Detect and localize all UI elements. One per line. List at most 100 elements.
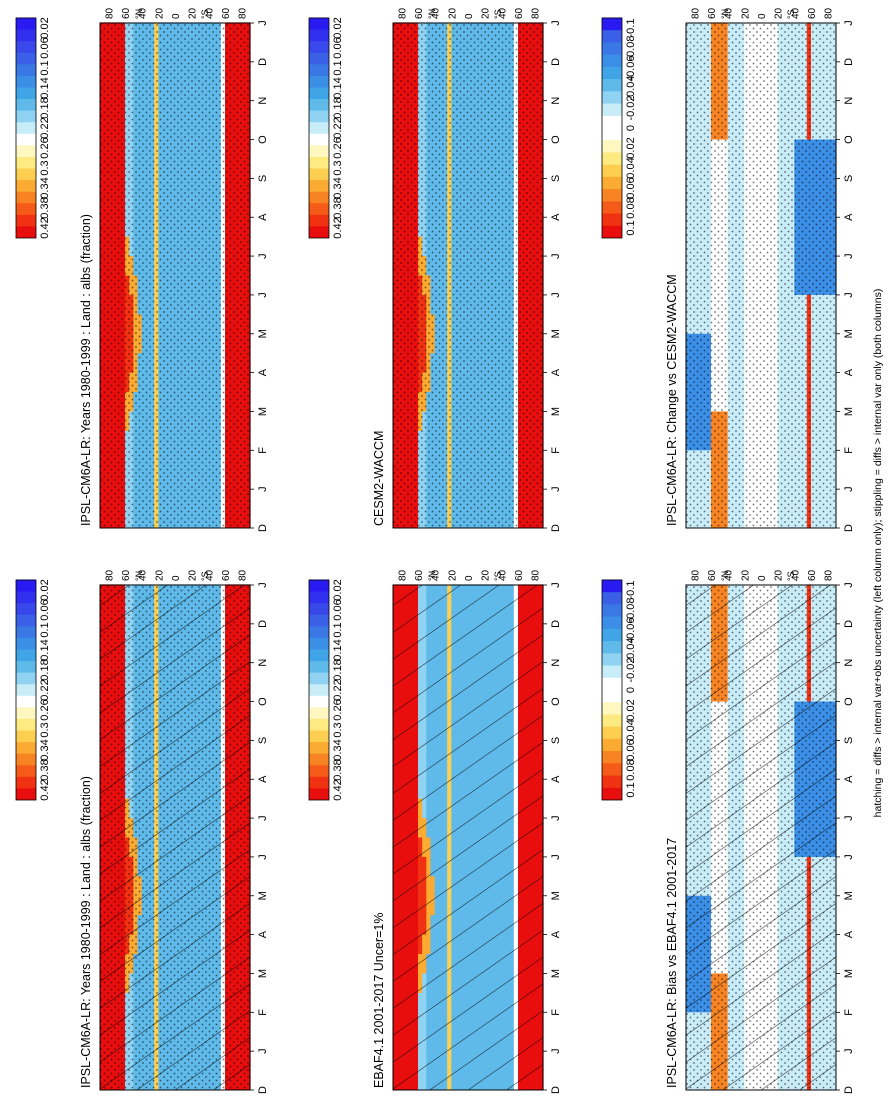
- colorbar-label: 0: [625, 687, 637, 693]
- y-tick-label: 60: [221, 569, 232, 581]
- colorbar-swatch: [602, 628, 622, 642]
- colorbar-swatch: [16, 706, 36, 719]
- colorbar-label: 0.38: [39, 759, 51, 780]
- y-tick-label: 0: [464, 13, 475, 19]
- panel-title: CESM2-WACCM: [372, 431, 386, 526]
- x-tick-label: A: [257, 930, 269, 938]
- colorbar-swatch: [309, 179, 329, 192]
- colorbar-swatch: [602, 787, 622, 800]
- colorbar-label: 0.3: [332, 160, 344, 175]
- panel-title: IPSL-CM6A-LR: Years 1980-1999 : Land : a…: [79, 776, 93, 1088]
- colorbar-label: 0.22: [332, 679, 344, 700]
- colorbar-label: 0.22: [39, 679, 51, 700]
- colorbar-swatch: [309, 660, 329, 673]
- colorbar-label: 0.18: [39, 97, 51, 118]
- y-unit-south: °S: [493, 571, 503, 581]
- x-tick-label: J: [550, 815, 562, 821]
- colorbar-swatch: [602, 579, 622, 593]
- y-tick-label: 40: [138, 7, 149, 19]
- colorbar-label: 0.34: [332, 739, 344, 760]
- x-tick-label: A: [843, 775, 855, 783]
- x-tick-label: A: [843, 930, 855, 938]
- colorbar-label: 0.38: [332, 197, 344, 218]
- x-tick-label: M: [257, 329, 269, 338]
- colorbar-label: 0.1: [39, 622, 51, 637]
- colorbar-label: 0.14: [39, 77, 51, 98]
- colorbar-swatch: [16, 695, 36, 708]
- x-tick-label: J: [550, 854, 562, 860]
- x-tick-label: O: [550, 135, 562, 144]
- y-unit-north: °N: [134, 9, 144, 19]
- x-tick-label: D: [257, 58, 269, 66]
- colorbar-label: 0.18: [332, 97, 344, 118]
- y-tick-label: 40: [431, 7, 442, 19]
- hatching-overlay: [686, 585, 836, 1090]
- x-tick-label: D: [550, 524, 562, 532]
- x-tick-label: A: [257, 368, 269, 376]
- colorbar-swatch: [309, 75, 329, 88]
- y-tick-label: 40: [138, 569, 149, 581]
- y-tick-label: 80: [824, 569, 835, 581]
- colorbar-swatch: [309, 787, 329, 800]
- colorbar-swatch: [16, 591, 36, 604]
- x-tick-label: A: [257, 775, 269, 783]
- y-unit-north: °N: [427, 571, 437, 581]
- colorbar-label: 0.02: [332, 579, 344, 600]
- x-tick-label: F: [843, 1009, 855, 1016]
- x-tick-label: J: [257, 486, 269, 492]
- x-tick-label: M: [843, 969, 855, 978]
- x-tick-label: F: [257, 447, 269, 454]
- panels: 0.420.380.340.30.260.220.180.140.10.060.…: [15, 7, 855, 1094]
- colorbar-swatch: [309, 625, 329, 638]
- x-tick-label: A: [550, 213, 562, 221]
- colorbar-swatch: [602, 677, 622, 690]
- colorbar-label: 0.14: [39, 639, 51, 660]
- colorbar-label: 0.1: [39, 60, 51, 75]
- x-tick-label: F: [257, 1009, 269, 1016]
- x-tick-label: D: [550, 58, 562, 66]
- colorbar-swatch: [16, 52, 36, 65]
- colorbar: 0.10.080.060.040.020-0.02-0.04-0.06-0.08…: [601, 579, 637, 801]
- colorbar-label: 0.02: [39, 17, 51, 38]
- x-tick-label: A: [550, 930, 562, 938]
- panel-title: EBAF4.1 2001-2017 Uncer=1%: [372, 913, 386, 1088]
- colorbar-swatch: [16, 672, 36, 685]
- colorbar-swatch: [309, 579, 329, 592]
- y-tick-label: 60: [121, 7, 132, 19]
- colorbar-swatch: [309, 29, 329, 42]
- y-unit-north: °N: [427, 9, 437, 19]
- colorbar-label: -0.02: [625, 657, 637, 682]
- colorbar-swatch: [16, 753, 36, 766]
- y-tick-label: 0: [171, 575, 182, 581]
- colorbar-swatch: [602, 750, 622, 764]
- colorbar: 0.420.380.340.30.260.220.180.140.10.060.…: [15, 579, 51, 801]
- colorbar-swatch: [602, 726, 622, 739]
- y-tick-label: 60: [707, 569, 718, 581]
- colorbar-label: -0.1: [625, 581, 637, 600]
- colorbar-label: 0.02: [39, 579, 51, 600]
- colorbar-swatch: [16, 776, 36, 789]
- y-tick-label: 80: [531, 569, 542, 581]
- x-tick-label: A: [257, 213, 269, 221]
- colorbar-label: -0.06: [625, 617, 637, 642]
- colorbar-swatch: [16, 179, 36, 192]
- y-tick-label: 20: [774, 569, 785, 581]
- x-tick-label: N: [550, 97, 562, 105]
- colorbar-label: 0.26: [39, 699, 51, 720]
- colorbar-label: -0.04: [625, 637, 637, 662]
- x-tick-label: D: [550, 1086, 562, 1094]
- colorbar-swatch: [602, 689, 622, 703]
- colorbar-label: 0.06: [39, 37, 51, 58]
- colorbar-swatch: [602, 127, 622, 141]
- colorbar-swatch: [16, 133, 36, 146]
- y-unit-south: °S: [786, 571, 796, 581]
- y-tick-label: 40: [204, 7, 215, 19]
- x-tick-label: M: [550, 969, 562, 978]
- colorbar-swatch: [309, 225, 329, 238]
- colorbar: 0.420.380.340.30.260.220.180.140.10.060.…: [15, 17, 51, 239]
- colorbar-label: 0.06: [332, 599, 344, 620]
- y-tick-label: 40: [724, 569, 735, 581]
- colorbar-swatch: [309, 730, 329, 743]
- x-tick-label: N: [550, 659, 562, 667]
- x-tick-label: O: [843, 697, 855, 706]
